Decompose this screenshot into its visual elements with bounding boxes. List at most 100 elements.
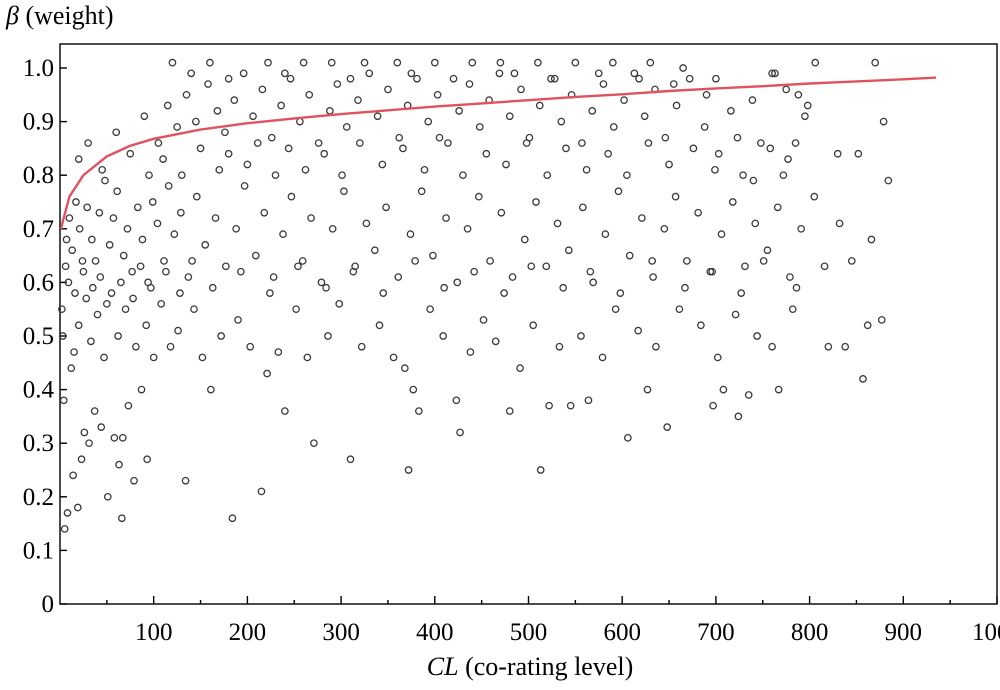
data-point bbox=[768, 342, 776, 351]
data-point bbox=[157, 299, 166, 308]
data-point bbox=[748, 96, 757, 105]
data-point bbox=[835, 219, 844, 228]
data-point bbox=[700, 123, 709, 131]
data-point bbox=[496, 58, 505, 67]
data-point bbox=[784, 155, 792, 163]
data-point bbox=[140, 112, 149, 121]
data-point bbox=[638, 214, 646, 222]
data-point bbox=[599, 80, 608, 88]
data-point bbox=[187, 69, 196, 78]
data-point bbox=[389, 353, 398, 362]
data-point bbox=[80, 428, 89, 437]
y-axis-label: (weight) bbox=[19, 1, 114, 30]
data-point bbox=[582, 165, 591, 174]
data-point bbox=[547, 74, 555, 83]
data-point bbox=[281, 69, 289, 78]
data-point bbox=[672, 101, 681, 110]
data-point bbox=[117, 514, 126, 523]
data-point bbox=[90, 407, 99, 415]
data-point bbox=[240, 182, 249, 190]
data-point bbox=[310, 439, 318, 448]
data-point bbox=[72, 198, 80, 206]
data-point bbox=[426, 305, 434, 314]
data-point bbox=[271, 171, 280, 180]
data-point bbox=[128, 267, 136, 276]
data-point bbox=[305, 90, 314, 99]
data-point bbox=[206, 58, 214, 67]
data-point bbox=[105, 241, 114, 249]
data-point bbox=[147, 283, 155, 292]
data-point bbox=[188, 257, 196, 265]
data-point bbox=[394, 273, 403, 281]
data-point bbox=[433, 90, 442, 99]
data-point bbox=[58, 332, 67, 340]
data-point bbox=[811, 58, 820, 67]
data-point bbox=[281, 407, 289, 415]
data-point bbox=[727, 107, 735, 115]
data-point bbox=[324, 332, 332, 340]
data-point bbox=[160, 257, 168, 265]
data-point bbox=[791, 139, 800, 147]
data-point bbox=[114, 332, 122, 340]
data-point bbox=[177, 208, 185, 217]
data-point bbox=[609, 123, 618, 131]
data-point bbox=[737, 289, 746, 297]
data-point bbox=[173, 123, 181, 131]
data-point bbox=[714, 149, 723, 158]
x-tick-label: 300 bbox=[322, 619, 360, 646]
data-point bbox=[413, 74, 421, 83]
data-point bbox=[773, 203, 782, 212]
data-point bbox=[470, 267, 479, 276]
data-point bbox=[497, 208, 506, 217]
data-point bbox=[694, 208, 702, 217]
data-point bbox=[162, 267, 170, 276]
data-point bbox=[170, 230, 179, 239]
data-point bbox=[555, 342, 564, 351]
data-point bbox=[520, 235, 529, 244]
data-point bbox=[384, 85, 392, 94]
data-point bbox=[854, 149, 863, 158]
data-point bbox=[841, 342, 850, 351]
data-point bbox=[59, 396, 68, 405]
data-point bbox=[409, 385, 418, 394]
data-point bbox=[486, 257, 494, 265]
data-point bbox=[522, 139, 531, 147]
data-point bbox=[79, 267, 88, 276]
data-point bbox=[757, 139, 765, 147]
data-point bbox=[681, 283, 689, 292]
data-point bbox=[243, 160, 252, 169]
data-point bbox=[292, 305, 300, 314]
data-point bbox=[230, 96, 239, 105]
data-point bbox=[166, 342, 175, 351]
data-point bbox=[277, 101, 285, 110]
data-point bbox=[129, 294, 137, 303]
data-point bbox=[788, 305, 797, 314]
data-point bbox=[535, 101, 544, 110]
data-point bbox=[601, 230, 610, 239]
data-point bbox=[586, 267, 595, 276]
data-point bbox=[168, 58, 177, 67]
data-point bbox=[782, 85, 791, 94]
data-point bbox=[407, 69, 416, 78]
data-point bbox=[365, 69, 374, 78]
data-point bbox=[751, 219, 760, 228]
data-point bbox=[65, 214, 74, 222]
data-point bbox=[115, 460, 123, 469]
data-point bbox=[429, 251, 437, 260]
data-point bbox=[768, 69, 776, 78]
data-point bbox=[174, 326, 182, 335]
data-point bbox=[153, 219, 162, 228]
y-tick-label: 0.3 bbox=[23, 430, 54, 457]
data-point bbox=[616, 289, 625, 297]
data-point bbox=[357, 342, 366, 351]
data-point bbox=[474, 192, 483, 201]
data-point bbox=[393, 58, 402, 67]
data-point bbox=[287, 192, 296, 201]
x-tick-label: 500 bbox=[510, 619, 548, 646]
data-point bbox=[810, 192, 819, 201]
data-point bbox=[452, 396, 461, 405]
data-point bbox=[529, 321, 538, 330]
data-point bbox=[232, 224, 241, 233]
data-point bbox=[643, 385, 652, 394]
data-point bbox=[500, 289, 508, 297]
